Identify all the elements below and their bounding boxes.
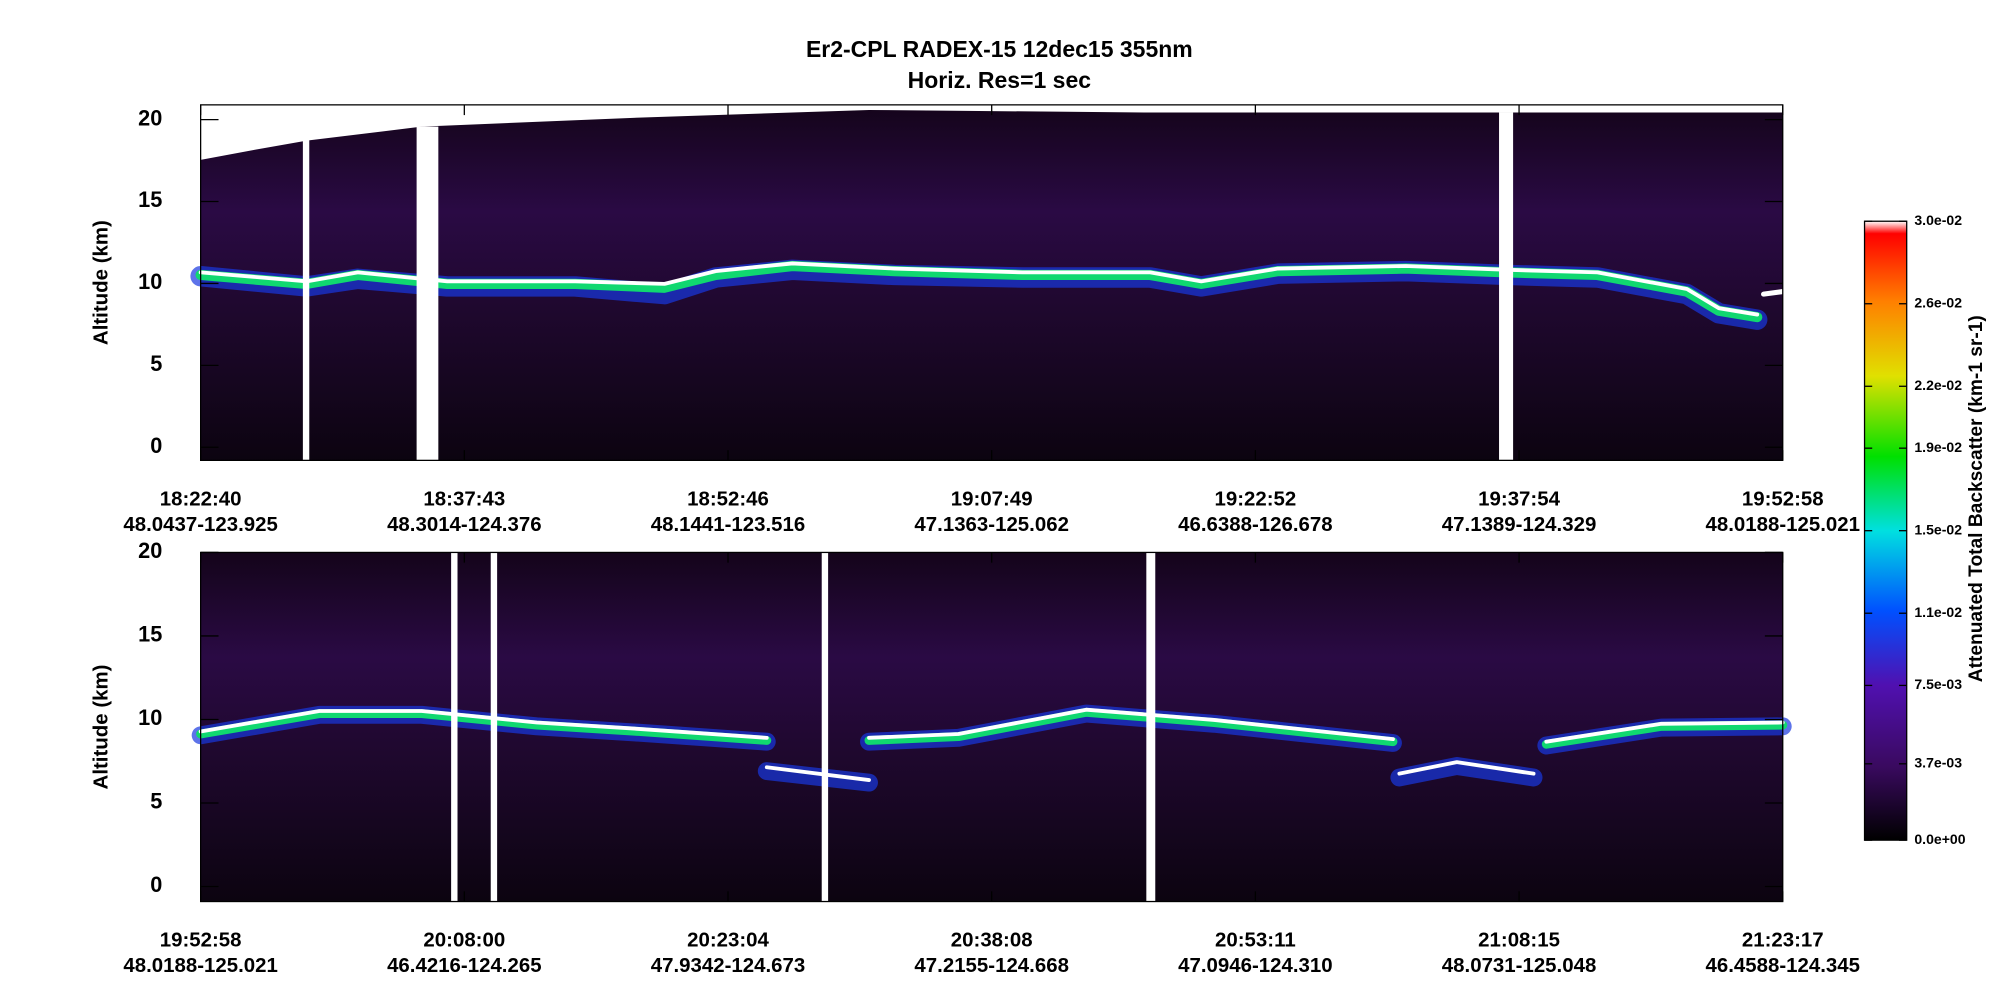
x-tick-location: 47.9342-124.673 xyxy=(651,954,806,977)
x-tick-time: 18:22:40 xyxy=(160,487,242,510)
y-tick-label: 15 xyxy=(138,187,162,212)
x-tick-time: 21:08:15 xyxy=(1478,929,1560,952)
x-tick-location: 46.4588-124.345 xyxy=(1705,954,1860,977)
y-tick-label: 0 xyxy=(150,872,162,897)
x-tick-time: 19:37:54 xyxy=(1478,487,1560,510)
title: Er2-CPL RADEX-15 12dec15 355nm xyxy=(806,36,1193,62)
y-axis-label: Altitude (km) xyxy=(90,220,113,345)
y-tick-label: 10 xyxy=(138,705,162,730)
x-tick-location: 46.4216-124.265 xyxy=(387,954,542,977)
y-tick-label: 0 xyxy=(150,433,162,458)
x-tick-time: 20:53:11 xyxy=(1215,929,1296,952)
x-tick-time: 21:23:17 xyxy=(1742,929,1824,952)
x-tick-location: 46.6388-126.678 xyxy=(1178,513,1333,536)
colorbar-tick-label: 1.1e-02 xyxy=(1914,604,1962,620)
y-tick-label: 10 xyxy=(138,269,162,294)
y-tick-label: 5 xyxy=(150,789,162,814)
colorbar-label: Attenuated Total Backscatter (km-1 sr-1) xyxy=(1966,315,1987,682)
axes: 0 5 10 15 20 Altitude (km) 18:22:40 48.0437-123… xyxy=(90,104,1987,977)
y-axis-label: Altitude (km) xyxy=(90,665,113,790)
x-tick-time: 18:37:43 xyxy=(423,487,505,510)
x-tick-location: 48.1441-123.516 xyxy=(651,513,806,536)
subtitle: Horiz. Res=1 sec xyxy=(908,67,1092,93)
x-tick-location: 47.2155-124.668 xyxy=(914,954,1069,977)
y-tick-label: 20 xyxy=(138,105,162,130)
colorbar-tick-label: 3.7e-03 xyxy=(1914,755,1962,771)
x-tick-time: 19:07:49 xyxy=(951,487,1033,510)
y-tick-label: 15 xyxy=(138,622,162,647)
colorbar-tick-label: 1.9e-02 xyxy=(1914,439,1962,455)
y-tick-label: 5 xyxy=(150,351,162,376)
colorbar-tick-label: 7.5e-03 xyxy=(1914,676,1962,692)
x-tick-location: 48.0188-125.021 xyxy=(1705,513,1860,536)
x-tick-location: 48.3014-124.376 xyxy=(387,513,542,536)
x-tick-location: 48.0437-123.925 xyxy=(123,513,278,536)
colorbar-tick-label: 1.5e-02 xyxy=(1914,521,1962,537)
colorbar-tick-label: 3.0e-02 xyxy=(1914,212,1962,228)
x-tick-location: 48.0731-125.048 xyxy=(1442,954,1597,977)
colorbar-tick-label: 2.6e-02 xyxy=(1914,294,1962,310)
x-tick-location: 47.1389-124.329 xyxy=(1442,513,1597,536)
x-tick-location: 47.1363-125.062 xyxy=(914,513,1069,536)
x-tick-time: 20:08:00 xyxy=(423,929,505,952)
curtain-2 xyxy=(191,552,1792,902)
curtain-1 xyxy=(190,104,1786,461)
x-tick-time: 20:23:04 xyxy=(687,929,769,952)
x-tick-time: 19:52:58 xyxy=(1742,487,1824,510)
colorbar-tick-label: 2.2e-02 xyxy=(1914,377,1962,393)
x-tick-time: 19:22:52 xyxy=(1214,487,1296,510)
colorbar-tick-label: 0.0e+00 xyxy=(1914,831,1965,847)
y-tick-label: 20 xyxy=(138,538,162,563)
x-tick-location: 48.0188-125.021 xyxy=(123,954,278,977)
x-tick-time: 18:52:46 xyxy=(687,487,769,510)
x-tick-location: 47.0946-124.310 xyxy=(1178,954,1333,977)
x-tick-time: 20:38:08 xyxy=(951,929,1033,952)
x-tick-time: 19:52:58 xyxy=(160,929,242,952)
